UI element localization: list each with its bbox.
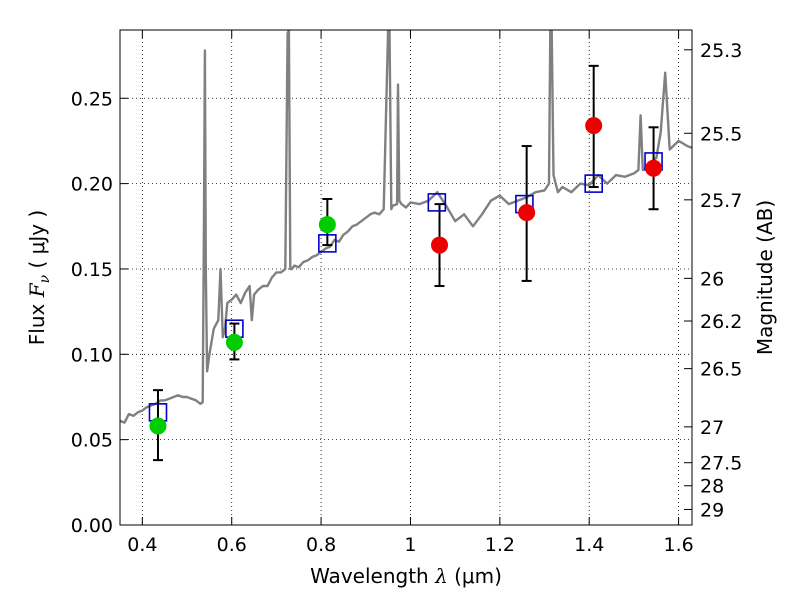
y2-tick-label: 25.5	[700, 123, 742, 145]
x-tick-label: 0.6	[217, 534, 247, 556]
y-tick-label: 0.20	[71, 174, 113, 196]
observed-point	[585, 117, 603, 135]
y2-tick-label: 26.2	[700, 311, 742, 333]
y2-tick-label: 25.7	[700, 190, 742, 212]
y-axis-label: Flux Fν ( μJy )	[25, 210, 53, 345]
model-photometry-layer	[148, 152, 663, 422]
observed-point	[645, 159, 663, 177]
x-tick-label: 1	[404, 534, 416, 556]
y-tick-label: 0.25	[71, 88, 113, 110]
y2-axis-label: Magnitude (AB)	[753, 200, 777, 355]
y2-tick-label: 25.3	[700, 40, 742, 62]
model-photometry-square	[427, 193, 447, 212]
x-tick-label: 0.4	[127, 534, 157, 556]
x-axis-label: Wavelength λ (μm)	[310, 564, 502, 588]
y-tick-label: 0.00	[71, 515, 113, 537]
observed-photometry-layer	[149, 117, 663, 435]
error-bars-layer	[152, 64, 659, 462]
model-sed-line	[120, 30, 692, 424]
observed-point	[225, 333, 243, 351]
y-tick-label: 0.15	[71, 259, 113, 281]
model-sed-layer	[120, 30, 692, 424]
y2-tick-label: 27.5	[700, 453, 742, 475]
y2-tick-label: 28	[700, 476, 724, 498]
ticks: 0.4 0.6 0.8 1 1.2 1.4 1.6 0.00 0.05 0.10 0.15 0.20 0…	[71, 30, 742, 556]
observed-point	[318, 216, 336, 234]
model-photometry-square	[584, 174, 603, 193]
y2-tick-label: 27	[700, 417, 724, 439]
observed-point	[149, 417, 167, 435]
x-tick-label: 0.8	[306, 534, 336, 556]
y2-tick-label: 26.5	[700, 359, 742, 381]
x-tick-label: 1.2	[485, 534, 515, 556]
plot-frame	[119, 29, 693, 526]
y-tick-label: 0.10	[71, 344, 113, 366]
y-tick-label: 0.05	[71, 430, 113, 452]
observed-point	[518, 204, 536, 222]
x-tick-label: 1.6	[663, 534, 693, 556]
y2-tick-label: 29	[700, 499, 724, 521]
x-tick-label: 1.4	[574, 534, 604, 556]
observed-point	[431, 236, 449, 254]
model-photometry-square	[318, 234, 337, 253]
y2-tick-label: 26	[700, 268, 724, 290]
